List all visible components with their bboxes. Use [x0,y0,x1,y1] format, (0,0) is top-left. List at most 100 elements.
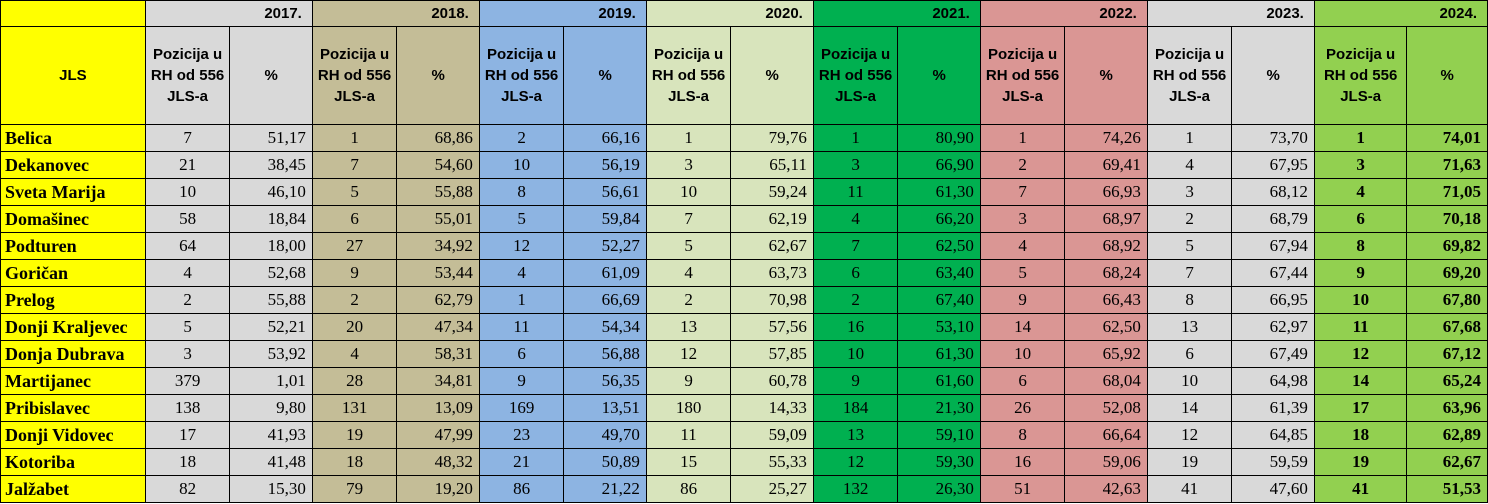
percent-cell-2021: 67,40 [897,286,981,314]
position-header-2023: Pozicija u RH od 556 JLS-a [1146,26,1233,125]
percent-cell-2017: 18,00 [229,232,313,260]
position-cell-2019: 2 [478,124,565,152]
municipality-name: Dekanovec [0,151,146,179]
position-cell-2024: 9 [1313,259,1408,287]
position-cell-2023: 2 [1146,205,1233,233]
percent-cell-2022: 68,92 [1064,232,1148,260]
percent-cell-2017: 15,30 [229,475,313,503]
position-cell-2018: 5 [311,178,398,206]
percent-cell-2020: 55,33 [730,448,814,476]
position-cell-2022: 51 [979,475,1066,503]
percent-header-2024: % [1406,26,1488,125]
percent-cell-2020: 65,11 [730,151,814,179]
position-cell-2022: 2 [979,151,1066,179]
percent-cell-2024: 67,12 [1406,340,1488,368]
position-cell-2017: 10 [144,178,231,206]
percent-cell-2022: 74,26 [1064,124,1148,152]
percent-cell-2019: 13,51 [563,394,647,422]
year-header-2024: 2024. [1313,0,1488,27]
municipality-name: Belica [0,124,146,152]
percent-cell-2024: 51,53 [1406,475,1488,503]
position-cell-2022: 10 [979,340,1066,368]
position-cell-2022: 14 [979,313,1066,341]
percent-cell-2022: 66,43 [1064,286,1148,314]
percent-cell-2024: 69,82 [1406,232,1488,260]
percent-cell-2018: 55,01 [396,205,480,233]
percent-cell-2024: 67,80 [1406,286,1488,314]
position-header-2022: Pozicija u RH od 556 JLS-a [979,26,1066,125]
position-cell-2020: 5 [645,232,732,260]
percent-cell-2023: 67,94 [1231,232,1315,260]
position-cell-2017: 4 [144,259,231,287]
percent-cell-2019: 52,27 [563,232,647,260]
municipality-name: Goričan [0,259,146,287]
position-cell-2024: 6 [1313,205,1408,233]
position-cell-2018: 27 [311,232,398,260]
position-header-2021: Pozicija u RH od 556 JLS-a [812,26,899,125]
percent-cell-2022: 59,06 [1064,448,1148,476]
percent-cell-2019: 66,16 [563,124,647,152]
percent-cell-2020: 59,09 [730,421,814,449]
percent-cell-2019: 56,19 [563,151,647,179]
position-header-2024: Pozicija u RH od 556 JLS-a [1313,26,1408,125]
percent-cell-2021: 61,30 [897,340,981,368]
position-cell-2022: 4 [979,232,1066,260]
position-cell-2021: 13 [812,421,899,449]
position-cell-2019: 1 [478,286,565,314]
percent-cell-2018: 13,09 [396,394,480,422]
position-cell-2020: 12 [645,340,732,368]
position-cell-2019: 6 [478,340,565,368]
position-cell-2020: 10 [645,178,732,206]
percent-cell-2018: 55,88 [396,178,480,206]
percent-cell-2022: 66,93 [1064,178,1148,206]
percent-cell-2019: 49,70 [563,421,647,449]
percent-cell-2023: 59,59 [1231,448,1315,476]
percent-cell-2023: 67,44 [1231,259,1315,287]
percent-cell-2019: 54,34 [563,313,647,341]
percent-cell-2019: 61,09 [563,259,647,287]
position-cell-2024: 41 [1313,475,1408,503]
percent-header-2017: % [229,26,313,125]
percent-cell-2019: 56,35 [563,367,647,395]
position-cell-2021: 184 [812,394,899,422]
position-cell-2022: 6 [979,367,1066,395]
percent-cell-2018: 53,44 [396,259,480,287]
position-cell-2019: 12 [478,232,565,260]
percent-cell-2023: 64,85 [1231,421,1315,449]
position-cell-2020: 13 [645,313,732,341]
percent-cell-2023: 73,70 [1231,124,1315,152]
percent-header-2018: % [396,26,480,125]
percent-cell-2023: 68,79 [1231,205,1315,233]
position-cell-2024: 17 [1313,394,1408,422]
position-cell-2020: 2 [645,286,732,314]
position-cell-2017: 5 [144,313,231,341]
position-cell-2021: 132 [812,475,899,503]
percent-header-2023: % [1231,26,1315,125]
position-cell-2017: 58 [144,205,231,233]
percent-cell-2024: 69,20 [1406,259,1488,287]
position-cell-2023: 8 [1146,286,1233,314]
position-cell-2022: 5 [979,259,1066,287]
table-row: Podturen 64 18,00 27 34,92 12 52,27 5 62,67 7 62,5… [0,232,1488,260]
percent-cell-2021: 21,30 [897,394,981,422]
table-body: Belica 7 51,17 1 68,86 2 66,16 1 79,76 1 80,90 1 74,… [0,124,1488,503]
municipality-name: Pribislavec [0,394,146,422]
position-header-2020: Pozicija u RH od 556 JLS-a [645,26,732,125]
percent-cell-2019: 56,88 [563,340,647,368]
percent-cell-2024: 70,18 [1406,205,1488,233]
position-cell-2024: 11 [1313,313,1408,341]
position-cell-2024: 19 [1313,448,1408,476]
percent-cell-2018: 48,32 [396,448,480,476]
percent-cell-2020: 57,85 [730,340,814,368]
position-cell-2018: 9 [311,259,398,287]
percent-cell-2021: 59,10 [897,421,981,449]
position-cell-2021: 9 [812,367,899,395]
table-row: Donji Vidovec 17 41,93 19 47,99 23 49,70 11 59,0… [0,421,1488,449]
percent-cell-2017: 41,48 [229,448,313,476]
percent-cell-2023: 47,60 [1231,475,1315,503]
position-cell-2021: 12 [812,448,899,476]
position-cell-2020: 1 [645,124,732,152]
table-row: Pribislavec 138 9,80 131 13,09 169 13,51 180 14,… [0,394,1488,422]
position-cell-2020: 15 [645,448,732,476]
